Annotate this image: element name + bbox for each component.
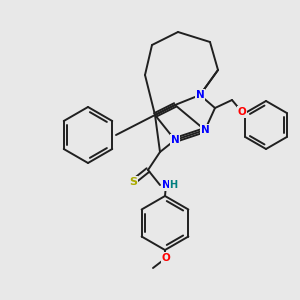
Text: O: O [238,107,246,117]
Text: N: N [201,125,209,135]
Text: O: O [162,253,170,263]
Text: N: N [171,135,179,145]
Text: S: S [129,177,137,187]
Text: H: H [169,180,177,190]
Text: N: N [196,90,204,100]
Text: N: N [162,180,170,190]
